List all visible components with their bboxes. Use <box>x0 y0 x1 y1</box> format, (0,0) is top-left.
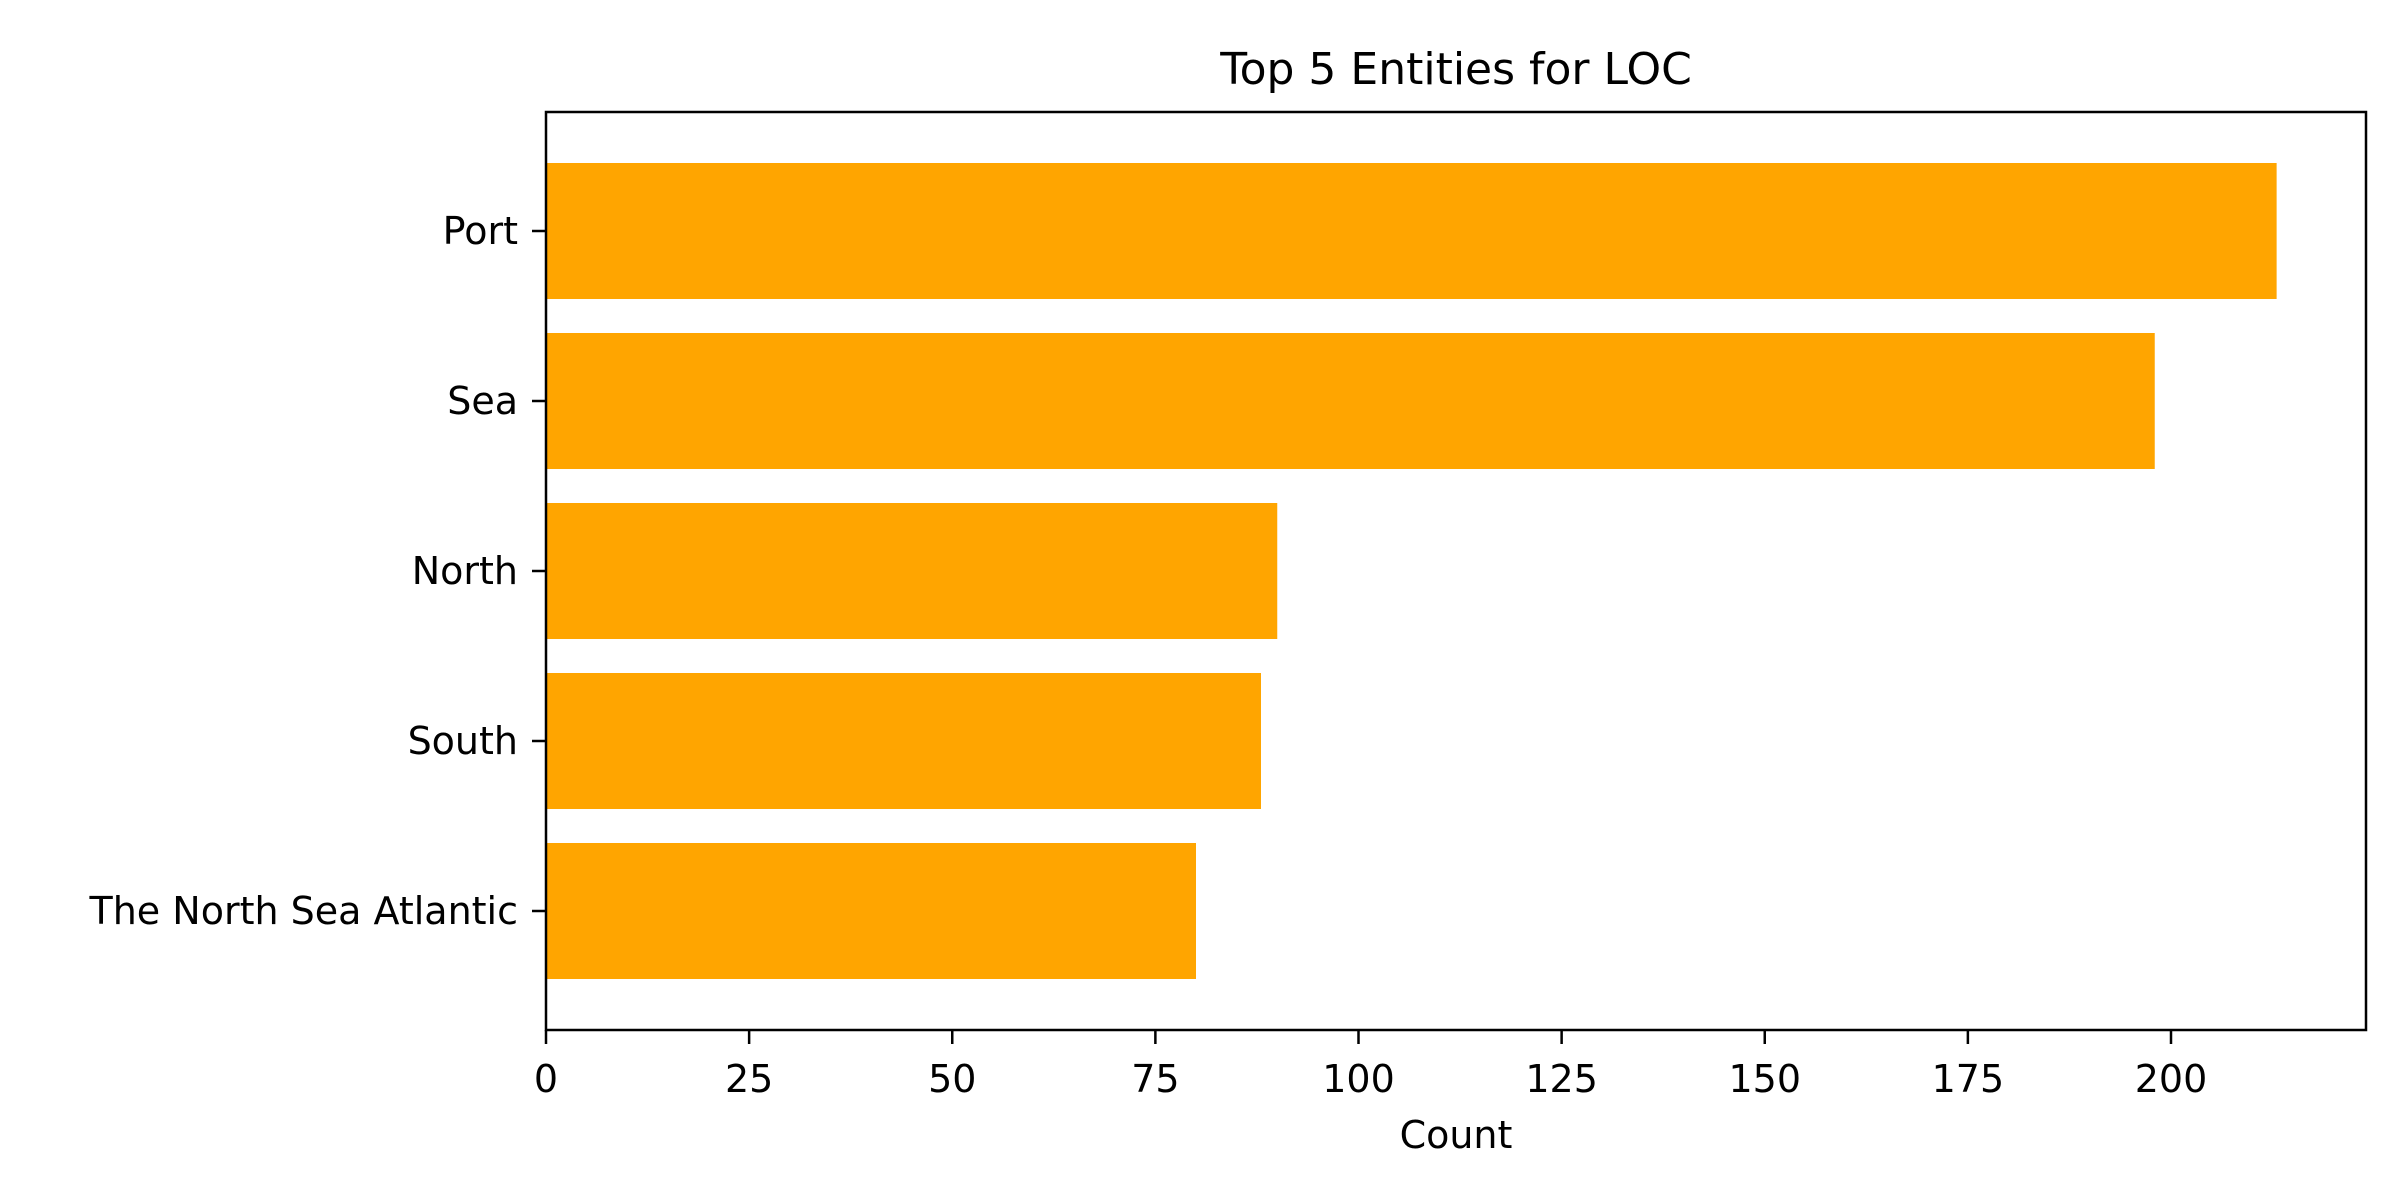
x-tick-label: 0 <box>534 1057 558 1101</box>
bar <box>546 333 2155 469</box>
x-tick-label: 200 <box>2135 1057 2208 1101</box>
x-tick-label: 175 <box>1932 1057 2005 1101</box>
plot-frame <box>544 110 2368 1032</box>
y-tick-label: The North Sea Atlantic <box>89 889 518 933</box>
bar <box>546 843 1196 979</box>
y-tick-label: North <box>412 549 518 593</box>
chart-title: Top 5 Entities for LOC <box>1219 44 1692 95</box>
x-tick-label: 150 <box>1728 1057 1801 1101</box>
x-tick-label: 100 <box>1322 1057 1395 1101</box>
bar <box>546 163 2277 299</box>
x-axis-ticks: 0 25 50 75 100 125 150 175 200 <box>534 1030 2207 1101</box>
x-tick-label: 125 <box>1525 1057 1598 1101</box>
x-tick-label: 75 <box>1131 1057 1179 1101</box>
y-axis-ticks: Port Sea North South The North Sea Atlantic <box>89 209 546 933</box>
y-tick-label: Port <box>443 209 518 253</box>
bars-group <box>546 163 2277 979</box>
y-tick-label: Sea <box>447 379 518 423</box>
bar <box>546 503 1278 639</box>
y-tick-label: South <box>408 719 518 763</box>
x-axis-label: Count <box>1400 1113 1513 1157</box>
x-tick-label: 25 <box>725 1057 773 1101</box>
bar <box>546 673 1261 809</box>
x-tick-label: 50 <box>928 1057 976 1101</box>
